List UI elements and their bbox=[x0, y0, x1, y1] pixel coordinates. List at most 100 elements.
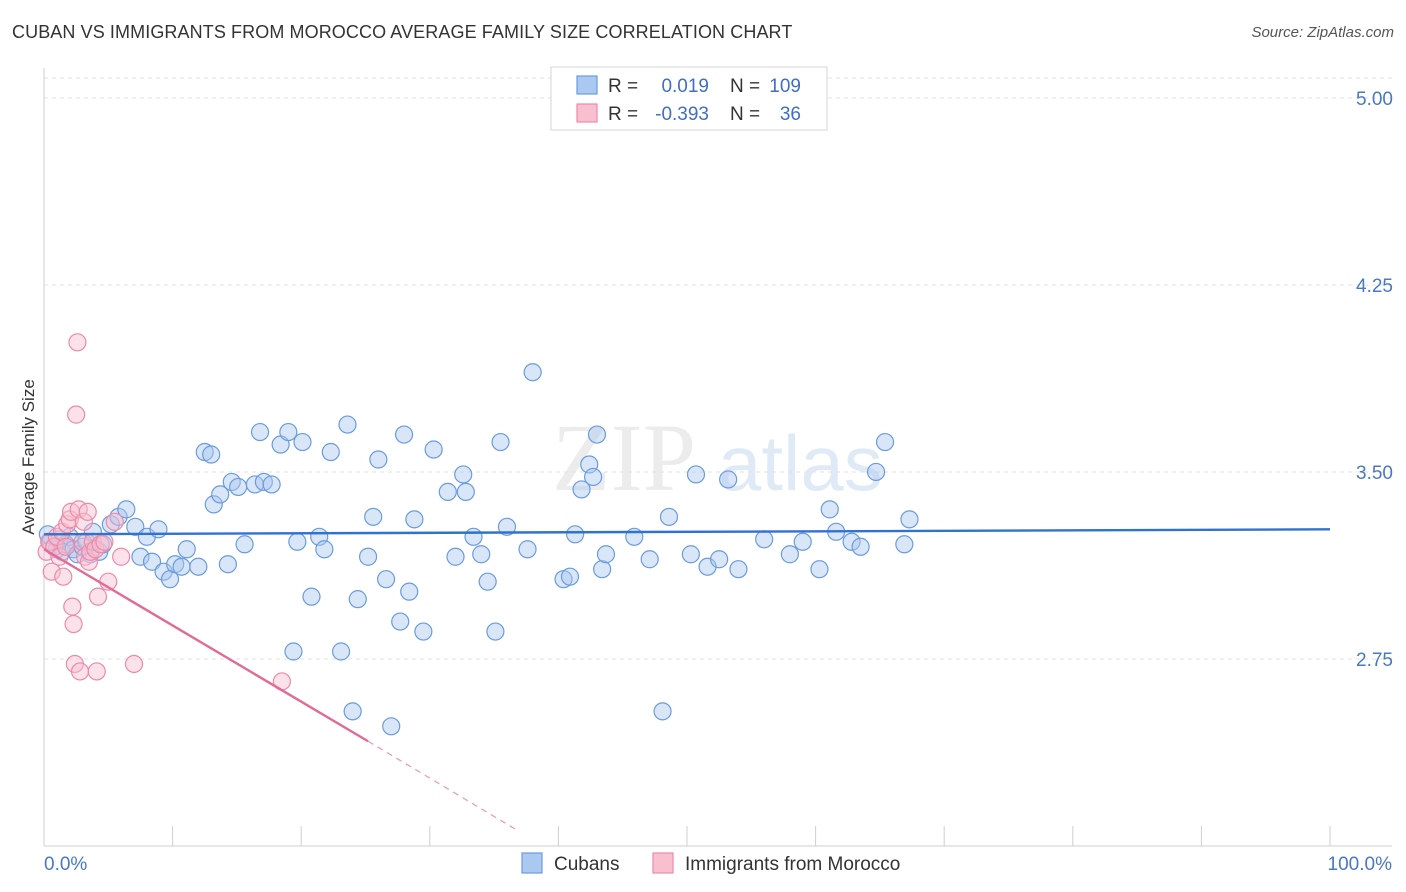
point-0-90 bbox=[659, 507, 679, 526]
cubans-n-value: 109 bbox=[769, 76, 801, 97]
point-0-52 bbox=[338, 415, 357, 434]
point-0-49 bbox=[315, 540, 334, 559]
point-0-33 bbox=[211, 485, 230, 504]
trend-line-1 bbox=[43, 548, 369, 743]
cubans-r-label: R = bbox=[608, 76, 638, 97]
point-0-95 bbox=[719, 470, 738, 489]
point-0-36 bbox=[229, 477, 248, 497]
point-0-81 bbox=[572, 480, 591, 499]
point-0-23 bbox=[149, 520, 168, 539]
y-axis-label: Average Family Size bbox=[19, 379, 38, 535]
y-axis-tick-labels: 5.00 4.25 3.50 2.75 bbox=[1356, 89, 1393, 671]
point-0-64 bbox=[414, 622, 433, 641]
point-0-94 bbox=[710, 550, 729, 569]
point-0-88 bbox=[640, 550, 659, 569]
y-tick-label-1: 4.25 bbox=[1356, 276, 1393, 297]
point-0-106 bbox=[875, 432, 895, 452]
point-0-89 bbox=[653, 702, 672, 721]
point-0-101 bbox=[820, 500, 839, 519]
trend-line-0 bbox=[43, 528, 1331, 536]
morocco-r-value: -0.393 bbox=[655, 104, 709, 125]
point-0-50 bbox=[321, 442, 340, 462]
watermark-atlas: atlas bbox=[718, 419, 883, 507]
point-0-67 bbox=[446, 547, 465, 566]
point-0-69 bbox=[456, 482, 475, 502]
point-0-19 bbox=[126, 517, 145, 536]
point-0-83 bbox=[584, 467, 603, 487]
point-0-43 bbox=[279, 422, 298, 442]
point-1-15 bbox=[67, 405, 86, 424]
point-0-29 bbox=[189, 557, 208, 576]
stats-legend: R = 0.019 N = 109 R = -0.393 N = 36 bbox=[550, 66, 828, 131]
point-0-39 bbox=[250, 422, 270, 442]
cubans-legend-swatch bbox=[576, 75, 598, 95]
point-0-65 bbox=[424, 440, 443, 459]
point-0-41 bbox=[262, 475, 281, 494]
point-0-73 bbox=[486, 622, 505, 641]
point-1-30 bbox=[95, 532, 114, 551]
point-0-76 bbox=[518, 540, 537, 559]
point-0-91 bbox=[681, 545, 700, 564]
point-0-28 bbox=[177, 540, 196, 559]
x-axis-ticks bbox=[43, 826, 1331, 846]
point-0-31 bbox=[202, 445, 221, 464]
point-1-16 bbox=[68, 333, 87, 352]
morocco-n-value: 36 bbox=[780, 104, 801, 125]
point-0-74 bbox=[491, 432, 510, 452]
source-label: Source: ZipAtlas.com bbox=[1251, 24, 1394, 41]
point-0-72 bbox=[478, 572, 497, 591]
point-0-108 bbox=[900, 510, 919, 529]
point-0-75 bbox=[497, 517, 517, 536]
point-0-98 bbox=[780, 545, 799, 564]
point-1-20 bbox=[74, 512, 93, 531]
point-0-58 bbox=[376, 570, 396, 589]
point-0-51 bbox=[331, 642, 351, 661]
point-0-18 bbox=[117, 500, 136, 519]
y-tick-label-2: 3.50 bbox=[1356, 463, 1393, 484]
point-0-53 bbox=[343, 702, 362, 721]
legend-morocco-label: Immigrants from Morocco bbox=[685, 854, 900, 875]
cubans-n-label: N = bbox=[730, 76, 760, 97]
point-1-34 bbox=[124, 654, 144, 674]
point-0-44 bbox=[284, 642, 303, 661]
watermark-zip: ZIP bbox=[552, 404, 696, 511]
trend-lines bbox=[43, 528, 1331, 832]
trend-extension-1 bbox=[367, 740, 519, 832]
point-0-77 bbox=[523, 363, 542, 382]
point-0-70 bbox=[464, 527, 483, 546]
point-1-22 bbox=[78, 502, 97, 521]
point-1-28 bbox=[88, 587, 108, 606]
point-0-84 bbox=[587, 425, 607, 444]
series-morocco-points bbox=[37, 333, 292, 691]
point-0-60 bbox=[391, 612, 410, 631]
point-1-33 bbox=[112, 547, 131, 566]
cubans-r-value: 0.019 bbox=[661, 76, 709, 97]
point-0-85 bbox=[593, 560, 612, 579]
point-0-59 bbox=[382, 717, 401, 736]
point-1-2 bbox=[42, 562, 61, 581]
point-1-10 bbox=[60, 510, 79, 529]
point-0-107 bbox=[895, 535, 914, 554]
morocco-r-label: R = bbox=[608, 104, 638, 125]
point-0-22 bbox=[142, 552, 162, 571]
point-0-66 bbox=[438, 482, 457, 502]
point-0-103 bbox=[842, 532, 861, 551]
point-0-45 bbox=[288, 532, 307, 551]
x-tick-label-min: 0.0% bbox=[44, 854, 87, 875]
point-0-54 bbox=[348, 590, 367, 609]
point-0-32 bbox=[204, 495, 223, 514]
point-0-47 bbox=[302, 587, 321, 606]
point-1-8 bbox=[56, 537, 75, 556]
point-0-62 bbox=[400, 582, 419, 601]
point-0-20 bbox=[131, 547, 150, 566]
point-1-4 bbox=[47, 527, 66, 546]
x-tick-label-max: 100.0% bbox=[1328, 854, 1393, 875]
point-1-7 bbox=[54, 567, 73, 586]
gridlines bbox=[44, 77, 1392, 660]
point-0-71 bbox=[472, 545, 491, 564]
point-0-79 bbox=[560, 567, 580, 586]
point-1-13 bbox=[64, 614, 83, 634]
morocco-n-label: N = bbox=[730, 104, 760, 125]
point-0-56 bbox=[364, 507, 383, 526]
